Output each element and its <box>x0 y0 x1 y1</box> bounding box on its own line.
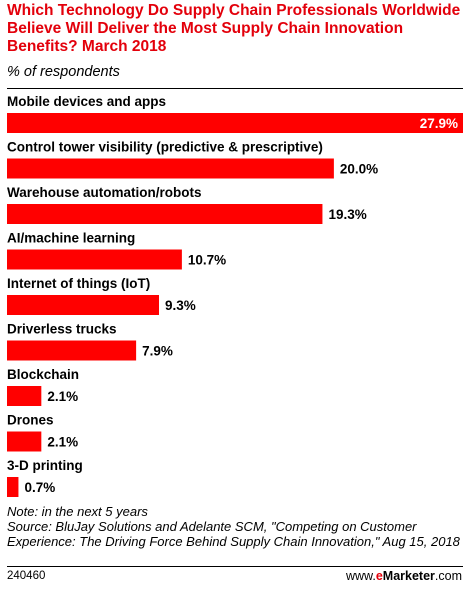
bar-blockchain <box>7 386 42 406</box>
bar-mobile-devices-and-apps <box>7 113 463 133</box>
bar-control-tower-visibility-predictive-prescriptive <box>7 158 334 179</box>
value-label-ai-machine-learning: 10.7% <box>188 253 226 268</box>
value-label-drones: 2.1% <box>47 435 78 450</box>
chart-id: 240460 <box>7 570 46 582</box>
value-label-warehouse-automation-robots: 19.3% <box>328 207 366 222</box>
value-label-blockchain: 2.1% <box>47 389 78 404</box>
bar-warehouse-automation-robots <box>7 204 323 224</box>
bar-drones <box>7 431 42 452</box>
brand-suffix: .com <box>434 569 462 583</box>
brand-name: Marketer <box>382 569 435 583</box>
brand-prefix: www. <box>345 569 376 583</box>
bar-chart: Mobile devices and apps 27.9% Control towe… <box>7 94 463 497</box>
category-label-ai-machine-learning: AI/machine learning <box>7 231 135 246</box>
category-label-3-d-printing: 3-D printing <box>7 458 83 473</box>
bar-internet-of-things-iot <box>7 295 159 315</box>
value-label-3-d-printing: 0.7% <box>24 480 55 495</box>
category-label-control-tower-visibility-predictive-prescriptive: Control tower visibility (predictive & p… <box>7 140 323 155</box>
bar-ai-machine-learning <box>7 249 182 270</box>
top-divider <box>7 88 463 89</box>
value-label-control-tower-visibility-predictive-prescriptive: 20.0% <box>340 162 378 177</box>
bar-driverless-trucks <box>7 340 137 361</box>
category-label-mobile-devices-and-apps: Mobile devices and apps <box>7 94 166 109</box>
value-label-mobile-devices-and-apps: 27.9% <box>420 116 458 131</box>
bottom-divider <box>7 566 463 567</box>
category-label-internet-of-things-iot: Internet of things (IoT) <box>7 276 150 291</box>
source-text: Source: BluJay Solutions and Adelante SC… <box>7 519 460 549</box>
footnotes: Note: in the next 5 years Source: BluJay… <box>7 504 467 549</box>
note-text: Note: in the next 5 years <box>7 504 148 519</box>
value-label-internet-of-things-iot: 9.3% <box>165 298 196 313</box>
bar-3-d-printing <box>7 477 19 497</box>
chart-subtitle: % of respondents <box>7 64 120 80</box>
category-label-warehouse-automation-robots: Warehouse automation/robots <box>7 185 202 200</box>
brand-logo[interactable]: www.eMarketer.com <box>346 569 462 583</box>
value-label-driverless-trucks: 7.9% <box>142 344 173 359</box>
brand-e: e <box>375 569 383 583</box>
category-label-drones: Drones <box>7 413 54 428</box>
category-label-blockchain: Blockchain <box>7 367 79 382</box>
category-label-driverless-trucks: Driverless trucks <box>7 322 117 337</box>
chart-title: Which Technology Do Supply Chain Profess… <box>7 2 461 55</box>
